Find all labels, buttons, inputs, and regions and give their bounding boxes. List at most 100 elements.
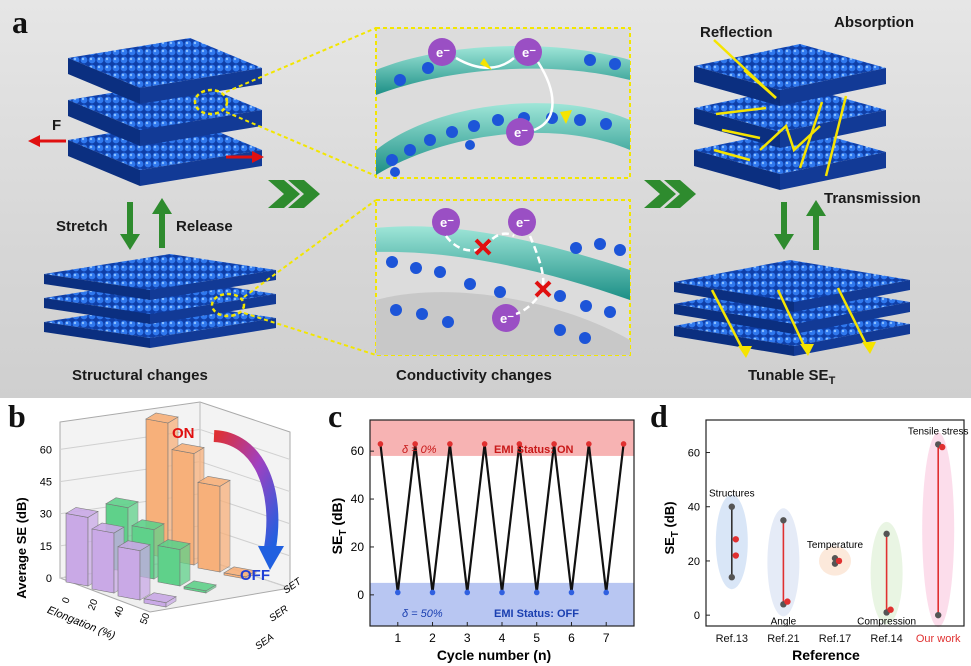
bar-top: [143, 592, 177, 604]
extra-point: [732, 552, 739, 559]
y-tick-label: 60: [40, 444, 52, 456]
y-axis-label: SET (dB): [662, 501, 681, 554]
max-point: [728, 503, 735, 510]
bar-top: [197, 475, 231, 487]
data-point: [568, 589, 575, 596]
group-label: Structures: [709, 489, 755, 500]
on-label: ON: [172, 425, 195, 442]
y-tick-label: 60: [351, 444, 365, 458]
bar-top: [183, 580, 217, 592]
data-point: [620, 441, 627, 447]
electron-icon: e⁻: [516, 215, 530, 230]
x-tick-label: 20: [86, 597, 100, 612]
extra-point: [835, 557, 843, 565]
bar: [197, 475, 231, 573]
panel-c-letter: c: [328, 398, 343, 434]
x-tick-label: Ref.13: [716, 633, 748, 645]
bar-top: [65, 507, 99, 518]
bar-front: [197, 481, 221, 573]
force-label: F: [52, 117, 62, 134]
conductivity-changes-label: Conductivity changes: [396, 367, 552, 384]
bar-front: [117, 546, 141, 601]
data-point: [499, 589, 505, 596]
electron-icon: e⁻: [440, 215, 454, 230]
transmission-label: Transmission: [824, 190, 921, 207]
x-tick-label: 50: [138, 611, 152, 626]
group-label: Compression: [857, 616, 916, 627]
x-tick-label: 40: [112, 604, 126, 619]
bar-side: [139, 544, 151, 601]
bar: [91, 522, 125, 594]
panel-a-illustration: e⁻ e⁻ e⁻ e⁻ e⁻ e⁻: [28, 27, 910, 358]
stretch-label: Stretch: [56, 218, 108, 235]
stretch-arrow: [774, 234, 794, 250]
panel-d-letter: d: [650, 398, 668, 434]
x-tick-label: 2: [429, 631, 436, 645]
extra-point: [939, 443, 946, 451]
bar: [223, 566, 257, 580]
data-point: [551, 441, 557, 447]
on-off-arrow-icon: [258, 546, 284, 570]
x-tick-label: 4: [499, 631, 506, 645]
bar-front: [157, 545, 181, 587]
panel-a-letter: a: [12, 4, 28, 40]
x-axis-label: Reference: [792, 647, 860, 663]
panel-d-chart: Ref.13 Ref.21 Ref.17 Ref.14 Our work 0 20 40 60…: [662, 419, 968, 663]
structural-changes-label: Structural changes: [72, 367, 208, 384]
bar-top: [157, 539, 191, 550]
min-point: [935, 611, 942, 619]
x-tick-label: Ref.14: [870, 633, 902, 645]
electron-icon: e⁻: [500, 311, 514, 326]
x-tick-label: 0: [60, 596, 72, 605]
off-label: OFF: [240, 567, 270, 584]
x-tick-label: 7: [603, 631, 610, 645]
y-tick-label: 15: [40, 541, 52, 553]
data-point: [533, 589, 540, 596]
on-status-label: EMI Status: ON: [494, 444, 574, 456]
x-tick-label: Ref.21: [767, 633, 799, 645]
y-tick-label: 30: [40, 509, 52, 521]
x-axis-label: Cycle number (n): [437, 647, 551, 663]
data-point: [586, 441, 592, 447]
extra-point: [887, 606, 894, 613]
max-point: [780, 517, 787, 524]
bar-front: [91, 528, 115, 594]
bar-side: [179, 543, 191, 587]
data-point: [447, 441, 453, 447]
bar: [157, 539, 191, 587]
conductivity-inset-off: [375, 199, 631, 356]
data-point: [394, 589, 401, 596]
data-point: [464, 589, 471, 596]
plot-frame: [705, 419, 965, 627]
bar-top: [145, 412, 179, 424]
chevron-icon-left: [268, 180, 320, 208]
off-status-label: EMI Status: OFF: [494, 608, 579, 620]
x-tick-label: Our work: [916, 633, 961, 645]
bar-top: [223, 566, 257, 578]
bar-top: [171, 443, 205, 454]
bar-front: [65, 513, 89, 587]
conductivity-inset-on: [375, 27, 631, 179]
se-line: [379, 443, 625, 593]
panel-c-chart: 1 2 3 4 5 6 7 0 20 40 60 δ = 0% EMI Status: ON δ …: [329, 419, 635, 663]
data-point: [412, 441, 418, 447]
x-tick-label: 5: [533, 631, 540, 645]
film-stack-shielding: [694, 39, 886, 190]
film-stack-transmitting: [674, 260, 910, 358]
max-point: [883, 530, 890, 538]
bar-side: [219, 479, 231, 573]
series-label: SER: [267, 604, 290, 625]
data-point: [603, 589, 610, 596]
film-stack-relaxed: [68, 38, 262, 186]
y-tick-label: 40: [688, 502, 700, 514]
group-label: Angle: [771, 616, 797, 627]
data-point: [429, 589, 436, 596]
bar-top: [131, 519, 165, 531]
extra-point: [784, 598, 791, 605]
y-tick-label: 0: [694, 610, 700, 622]
bar-top: [91, 522, 125, 534]
y-tick-label: 20: [351, 540, 365, 554]
electron-icon: e⁻: [522, 45, 536, 60]
film-stack-stretched: [44, 254, 276, 348]
